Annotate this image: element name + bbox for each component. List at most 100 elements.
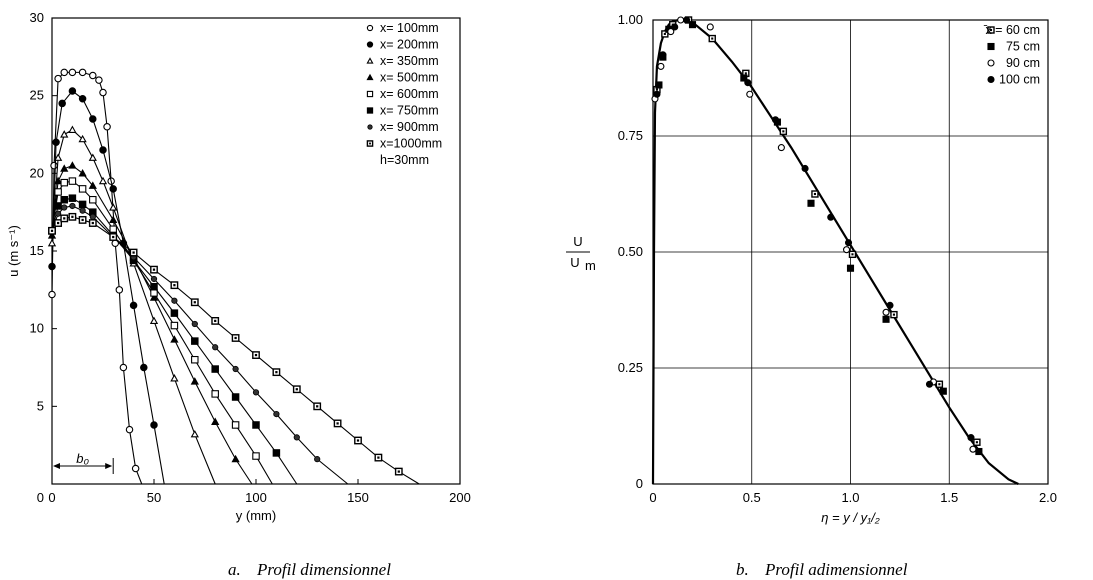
- data-point: [60, 195, 68, 204]
- legend-marker: [366, 41, 374, 48]
- data-point: [69, 202, 76, 210]
- data-point: [89, 115, 97, 123]
- data-point-dot: [711, 37, 714, 40]
- data-point: [58, 99, 66, 108]
- data-point: [191, 337, 199, 345]
- y-tick-label: 1.00: [618, 12, 643, 27]
- data-point: [125, 425, 134, 434]
- y-axis-label-denominator: U: [570, 255, 579, 270]
- legend-marker: [366, 140, 374, 147]
- b0-arrow-left: [53, 463, 60, 469]
- data-point: [779, 127, 788, 136]
- legend-label: x= 750mm: [380, 104, 439, 118]
- data-point: [771, 116, 780, 124]
- data-point: [777, 144, 785, 152]
- data-point: [653, 90, 661, 98]
- data-point: [89, 71, 97, 80]
- y-tick-label: 15: [30, 243, 44, 258]
- data-point: [683, 16, 691, 24]
- series-1: [655, 21, 983, 456]
- data-point: [252, 351, 260, 359]
- data-point: [706, 23, 714, 31]
- legend-label: x= 900mm: [380, 120, 439, 134]
- data-point-dot: [851, 253, 854, 256]
- data-point: [78, 216, 87, 224]
- series-0: [48, 68, 143, 485]
- data-point: [68, 87, 77, 95]
- data-point: [131, 464, 140, 473]
- data-point: [60, 164, 69, 172]
- data-point-dot: [193, 301, 196, 304]
- data-point: [231, 421, 240, 429]
- data-point-dot: [234, 336, 237, 340]
- data-point: [191, 320, 198, 328]
- data-point-dot: [938, 383, 941, 386]
- data-point-dot: [173, 284, 176, 287]
- series-0: [653, 16, 981, 446]
- y-tick-label: 0.75: [618, 128, 643, 143]
- data-point: [103, 122, 111, 131]
- data-point: [314, 456, 321, 463]
- data-point: [827, 213, 835, 221]
- data-point: [48, 290, 56, 299]
- data-point: [211, 417, 220, 425]
- y-tick-label: 10: [30, 321, 44, 336]
- caption-a-text: Profil dimensionnel: [256, 560, 391, 579]
- data-point: [293, 434, 300, 441]
- legend-extra: h=30mm: [380, 153, 429, 167]
- data-point: [99, 146, 107, 154]
- data-point: [273, 410, 280, 418]
- series-7: [48, 212, 420, 485]
- data-point: [969, 445, 977, 453]
- data-point: [88, 219, 97, 227]
- data-point-dot: [356, 439, 360, 442]
- data-point: [967, 434, 975, 442]
- b0-label: b₀: [76, 451, 89, 466]
- data-point-dot: [63, 217, 66, 220]
- data-point: [79, 207, 86, 214]
- data-point: [657, 62, 665, 70]
- data-point: [661, 30, 669, 38]
- x-tick-label: 1.0: [841, 490, 859, 505]
- series-2: [47, 125, 216, 485]
- data-point: [109, 185, 117, 193]
- data-point: [68, 125, 77, 133]
- data-point: [109, 203, 118, 211]
- series-line: [51, 90, 165, 485]
- data-point: [60, 130, 69, 138]
- data-point: [801, 164, 809, 173]
- data-point: [846, 264, 855, 272]
- x-tick-label: 2.0: [1039, 490, 1057, 505]
- data-point: [48, 226, 56, 235]
- data-point: [374, 453, 383, 462]
- data-point-dot: [377, 456, 380, 459]
- y-tick-label: 0.50: [618, 244, 643, 259]
- data-point: [61, 204, 68, 211]
- data-point: [78, 169, 87, 177]
- data-point: [272, 368, 281, 377]
- data-point: [740, 74, 748, 82]
- data-point: [54, 202, 62, 210]
- data-point: [89, 213, 96, 220]
- data-point: [394, 467, 403, 476]
- data-point: [78, 68, 87, 77]
- data-point: [109, 225, 117, 234]
- data-point: [98, 176, 108, 185]
- data-point: [190, 377, 199, 385]
- legend-label: 100 cm: [999, 73, 1040, 87]
- data-point: [52, 138, 60, 147]
- chart-dimensional-profile: 0 50 100 150 200 5 10 15 20 25 30 0 y (mm) u (m s⁻¹) b…: [6, 10, 471, 523]
- data-point-dot: [71, 215, 74, 218]
- data-point-dot: [50, 229, 54, 232]
- data-point: [54, 210, 62, 217]
- data-point: [171, 297, 178, 304]
- data-point: [89, 195, 97, 204]
- data-point: [659, 51, 667, 59]
- data-point-dot: [813, 192, 816, 196]
- chart-dimensionless-profile: 0 0.5 1.0 1.5 2.0 0 0.25 0.50 0.75 1.00 η = y / y₁…: [566, 12, 1057, 525]
- data-point: [68, 161, 77, 169]
- legend-label: x= 350mm: [380, 54, 439, 68]
- data-point: [848, 250, 857, 259]
- data-point: [47, 238, 57, 247]
- data-point-dot: [91, 221, 94, 225]
